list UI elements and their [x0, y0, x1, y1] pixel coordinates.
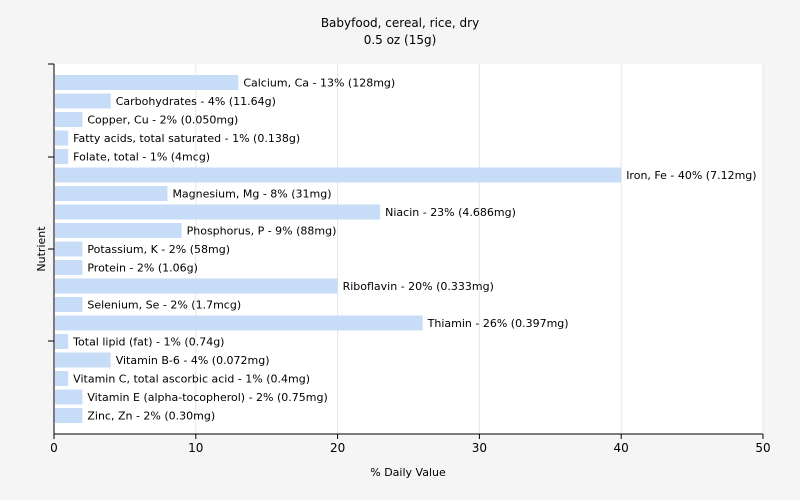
x-tick-label-4: 40 [614, 441, 629, 455]
bar-label-9: Potassium, K - 2% (58mg) [87, 243, 230, 256]
bar-16 [55, 371, 69, 386]
bar-label-10: Protein - 2% (1.06g) [87, 262, 198, 275]
bar-3 [55, 130, 69, 146]
bar-13 [55, 315, 423, 331]
axes [48, 63, 764, 439]
bar-label-0: Calcium, Ca - 13% (128mg) [243, 77, 395, 90]
bar-label-1: Carbohydrates - 4% (11.64g) [116, 95, 276, 108]
x-tick-label-5: 50 [755, 441, 770, 455]
bar-label-16: Vitamin C, total ascorbic acid - 1% (0.4… [73, 373, 310, 386]
bar-label-11: Riboflavin - 20% (0.333mg) [343, 280, 494, 293]
bar-label-8: Phosphorus, P - 9% (88mg) [187, 225, 337, 238]
bar-label-5: Iron, Fe - 40% (7.12mg) [626, 169, 756, 182]
bar-11 [55, 278, 338, 294]
chart-title: Babyfood, cereal, rice, dry [321, 16, 479, 30]
bar-label-13: Thiamin - 26% (0.397mg) [427, 317, 569, 330]
grid-lines [195, 64, 764, 434]
bar-8 [55, 223, 182, 238]
x-tick-label-1: 10 [188, 441, 203, 455]
bars [55, 75, 622, 423]
bar-label-17: Vitamin E (alpha-tocopherol) - 2% (0.75m… [87, 391, 327, 404]
bar-label-18: Zinc, Zn - 2% (0.30mg) [87, 410, 215, 423]
plot-area [54, 64, 763, 434]
bar-18 [55, 408, 83, 423]
chart-subtitle: 0.5 oz (15g) [364, 33, 437, 47]
bar-label-4: Folate, total - 1% (4mcg) [73, 151, 210, 164]
bar-label-2: Copper, Cu - 2% (0.050mg) [87, 114, 238, 127]
bar-2 [55, 112, 83, 127]
bar-label-15: Vitamin B-6 - 4% (0.072mg) [116, 354, 270, 367]
bar-1 [55, 93, 111, 109]
bar-5 [55, 167, 622, 183]
x-tick-label-2: 20 [330, 441, 345, 455]
bar-10 [55, 260, 83, 275]
x-tick-label-0: 0 [50, 441, 58, 455]
bar-15 [55, 352, 111, 368]
bar-0 [55, 75, 239, 90]
bar-12 [55, 297, 83, 312]
bar-label-14: Total lipid (fat) - 1% (0.74g) [72, 336, 224, 349]
bar-14 [55, 334, 69, 349]
bar-label-3: Fatty acids, total saturated - 1% (0.138… [73, 132, 300, 145]
x-tick-labels: 0 10 20 30 40 50 [50, 441, 770, 455]
bar-7 [55, 204, 381, 220]
bar-9 [55, 241, 83, 257]
x-axis-title: % Daily Value [370, 466, 446, 479]
bar-label-12: Selenium, Se - 2% (1.7mcg) [87, 299, 241, 312]
bar-label-6: Magnesium, Mg - 8% (31mg) [172, 188, 331, 201]
x-tick-label-3: 30 [472, 441, 487, 455]
bar-4 [55, 149, 69, 164]
y-axis-title: Nutrient [35, 226, 48, 272]
bar-label-7: Niacin - 23% (4.686mg) [385, 206, 516, 219]
bar-labels: Calcium, Ca - 13% (128mg) Carbohydrates -… [72, 77, 756, 423]
bar-6 [55, 186, 168, 201]
bar-17 [55, 389, 83, 405]
